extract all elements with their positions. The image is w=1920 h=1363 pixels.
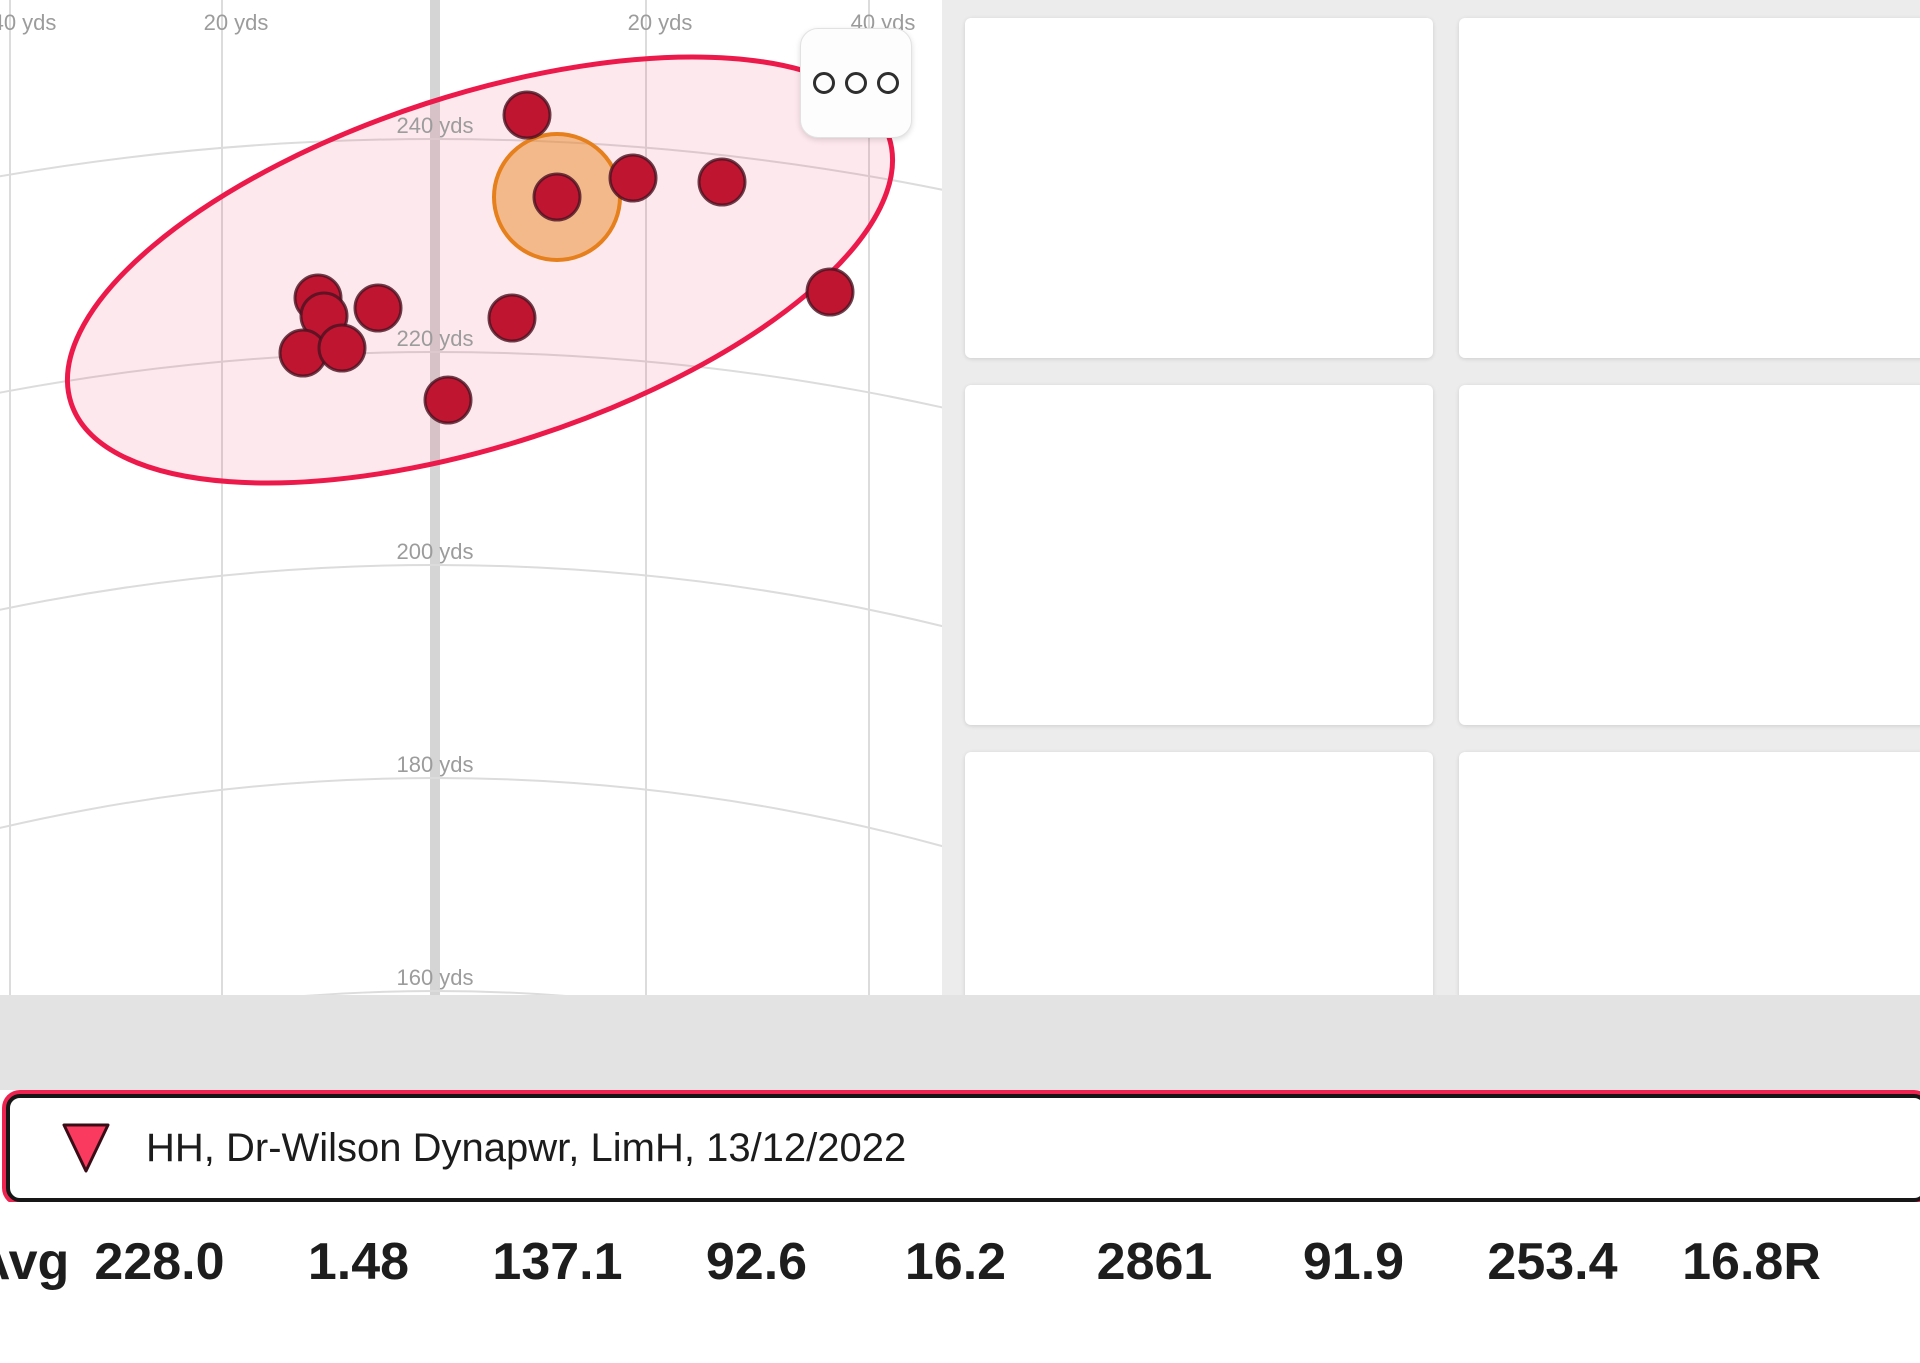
avg-cell: 137.1 [492, 1233, 623, 1291]
target-center-line [430, 0, 440, 995]
ellipsis-icon [845, 72, 867, 94]
shot-dot[interactable] [697, 157, 747, 207]
shot-dot[interactable] [805, 267, 855, 317]
avg-cell: 228.0 [94, 1233, 225, 1291]
stat-card-height[interactable] [1459, 385, 1920, 725]
shots-table: HH, Dr-Wilson Dynapwr, LimH, 13/12/2022 … [0, 995, 1920, 1363]
shot-dot[interactable] [608, 153, 658, 203]
avg-cell: 2861 [1096, 1233, 1213, 1291]
column-header-height [1254, 995, 1453, 1090]
card-bottom-row [989, 691, 1409, 705]
arc-distance-label: 220 yds [396, 326, 473, 351]
avg-cell: 92.6 [705, 1233, 808, 1291]
ellipsis-icon [877, 72, 899, 94]
avg-cell: 253.4 [1487, 1233, 1618, 1291]
shot-dot[interactable] [317, 323, 367, 373]
distance-arc [305, 990, 565, 995]
shot-dot[interactable] [532, 172, 582, 222]
arc-distance-label: 160 yds [396, 965, 473, 990]
distance-arc [0, 777, 942, 848]
axis-tick-label: 40 yds [0, 10, 56, 35]
shot-dot[interactable] [502, 90, 552, 140]
distance-arc [0, 564, 942, 628]
avg-cell: 16.8R [1682, 1233, 1821, 1291]
column-header-spin-rate [1055, 995, 1254, 1090]
arc-distance-label: 240 yds [396, 113, 473, 138]
shot-dot[interactable] [353, 283, 403, 333]
column-header-carry [60, 995, 259, 1090]
session-label: HH, Dr-Wilson Dynapwr, LimH, 13/12/2022 [146, 1125, 907, 1170]
stat-card-club-speed[interactable] [965, 385, 1433, 725]
stat-cards-grid [965, 18, 1920, 1092]
shot-dot[interactable] [423, 375, 473, 425]
stat-card-carry[interactable] [965, 18, 1433, 358]
session-marker-triangle-icon [62, 1123, 110, 1173]
table-header-row [0, 995, 1920, 1090]
avg-cell: 91.9 [1302, 1233, 1405, 1291]
avg-cell: 1.48 [307, 1233, 410, 1291]
column-header-smash-fac- [259, 995, 458, 1090]
avg-row: Avg 228.0 1.48 137.1 92.6 16.2 2861 91.9 253.4 1… [0, 1202, 1920, 1363]
card-bottom-row [1483, 324, 1913, 338]
card-bottom-row [1483, 691, 1913, 705]
stat-card-ball-speed[interactable] [1459, 18, 1920, 358]
ellipsis-icon [813, 72, 835, 94]
distance-arc [0, 351, 942, 409]
column-header-club-speed [657, 995, 856, 1090]
column-header-ball-speed [458, 995, 657, 1090]
column-header-side [1652, 995, 1851, 1090]
session-row[interactable]: HH, Dr-Wilson Dynapwr, LimH, 13/12/2022 [6, 1094, 1920, 1202]
avg-row-label: Avg [0, 1233, 70, 1291]
axis-tick-label: 20 yds [628, 10, 693, 35]
avg-cell: 16.2 [904, 1233, 1007, 1291]
distance-arc [0, 138, 942, 192]
axis-tick-label: 20 yds [204, 10, 269, 35]
column-header-total [1453, 995, 1652, 1090]
column-header-launch-angle [856, 995, 1055, 1090]
arc-distance-label: 200 yds [396, 539, 473, 564]
card-bottom-row [989, 324, 1409, 338]
arc-distance-label: 180 yds [396, 752, 473, 777]
chart-menu-button[interactable] [800, 28, 912, 138]
shot-dot[interactable] [487, 293, 537, 343]
